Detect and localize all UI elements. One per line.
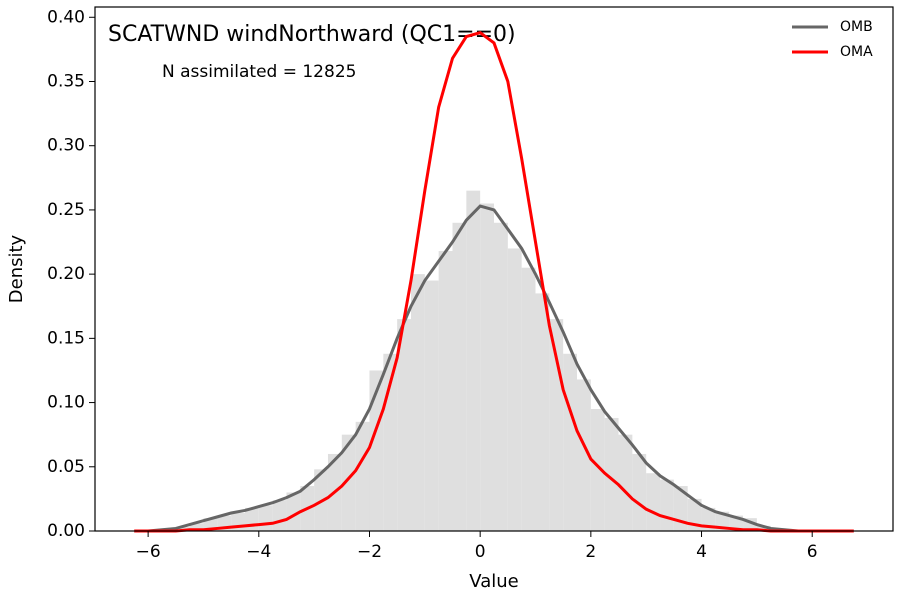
- y-tick-label: 0.40: [47, 7, 85, 27]
- y-tick-label: 0.00: [47, 521, 85, 541]
- histogram-bar: [646, 473, 661, 531]
- histogram-bar: [660, 479, 674, 531]
- x-tick-label: 2: [585, 542, 596, 562]
- histogram-bar: [341, 434, 356, 531]
- histogram-bar: [452, 222, 467, 531]
- histogram-bar: [258, 505, 273, 531]
- x-tick-label: 4: [696, 542, 707, 562]
- x-tick-label: −6: [136, 542, 161, 562]
- y-tick-label: 0.35: [47, 71, 85, 91]
- histogram-bar: [438, 251, 453, 532]
- chart-title: SCATWND windNorthward (QC1==0): [108, 22, 516, 47]
- y-tick-label: 0.15: [47, 328, 85, 348]
- density-line: [134, 31, 854, 533]
- histogram-bar: [507, 248, 522, 531]
- histogram-bar: [189, 523, 204, 531]
- histogram-bar: [397, 319, 411, 531]
- histogram-bar: [355, 421, 370, 531]
- y-tick-label: 0.30: [47, 136, 85, 156]
- y-axis-label: Density: [6, 234, 27, 303]
- histogram-bar: [535, 293, 550, 531]
- density-line: [134, 204, 854, 533]
- legend-label: OMA: [840, 44, 873, 60]
- x-tick-label: −2: [357, 542, 382, 562]
- histogram-bar: [494, 222, 508, 531]
- y-tick-label: 0.20: [47, 264, 85, 284]
- histogram-bar: [272, 500, 287, 531]
- annotation: N assimilated = 12825: [162, 62, 356, 82]
- histogram-bar: [590, 408, 605, 531]
- histogram-bar: [286, 492, 301, 531]
- histogram-bar: [521, 267, 536, 531]
- histogram-bar: [410, 274, 425, 531]
- histogram-bar: [480, 203, 494, 531]
- histogram-bar: [632, 453, 647, 531]
- x-tick-label: 0: [475, 542, 486, 562]
- histogram-bar: [577, 379, 591, 531]
- histogram-bar: [618, 434, 633, 531]
- histogram-bar: [563, 353, 578, 531]
- histogram-bar: [604, 417, 619, 531]
- plot-frame: [94, 6, 894, 532]
- x-tick-label: 6: [807, 542, 818, 562]
- histogram-bar: [424, 280, 439, 531]
- histogram-bar: [466, 190, 481, 531]
- x-tick-label: −4: [246, 542, 271, 562]
- y-tick-label: 0.10: [47, 393, 85, 413]
- x-axis-label: Value: [469, 571, 518, 592]
- histogram-bar: [756, 525, 771, 531]
- y-tick-label: 0.05: [47, 457, 85, 477]
- y-tick-label: 0.25: [47, 200, 85, 220]
- histogram-bar: [369, 370, 384, 531]
- legend-label: OMB: [840, 19, 873, 35]
